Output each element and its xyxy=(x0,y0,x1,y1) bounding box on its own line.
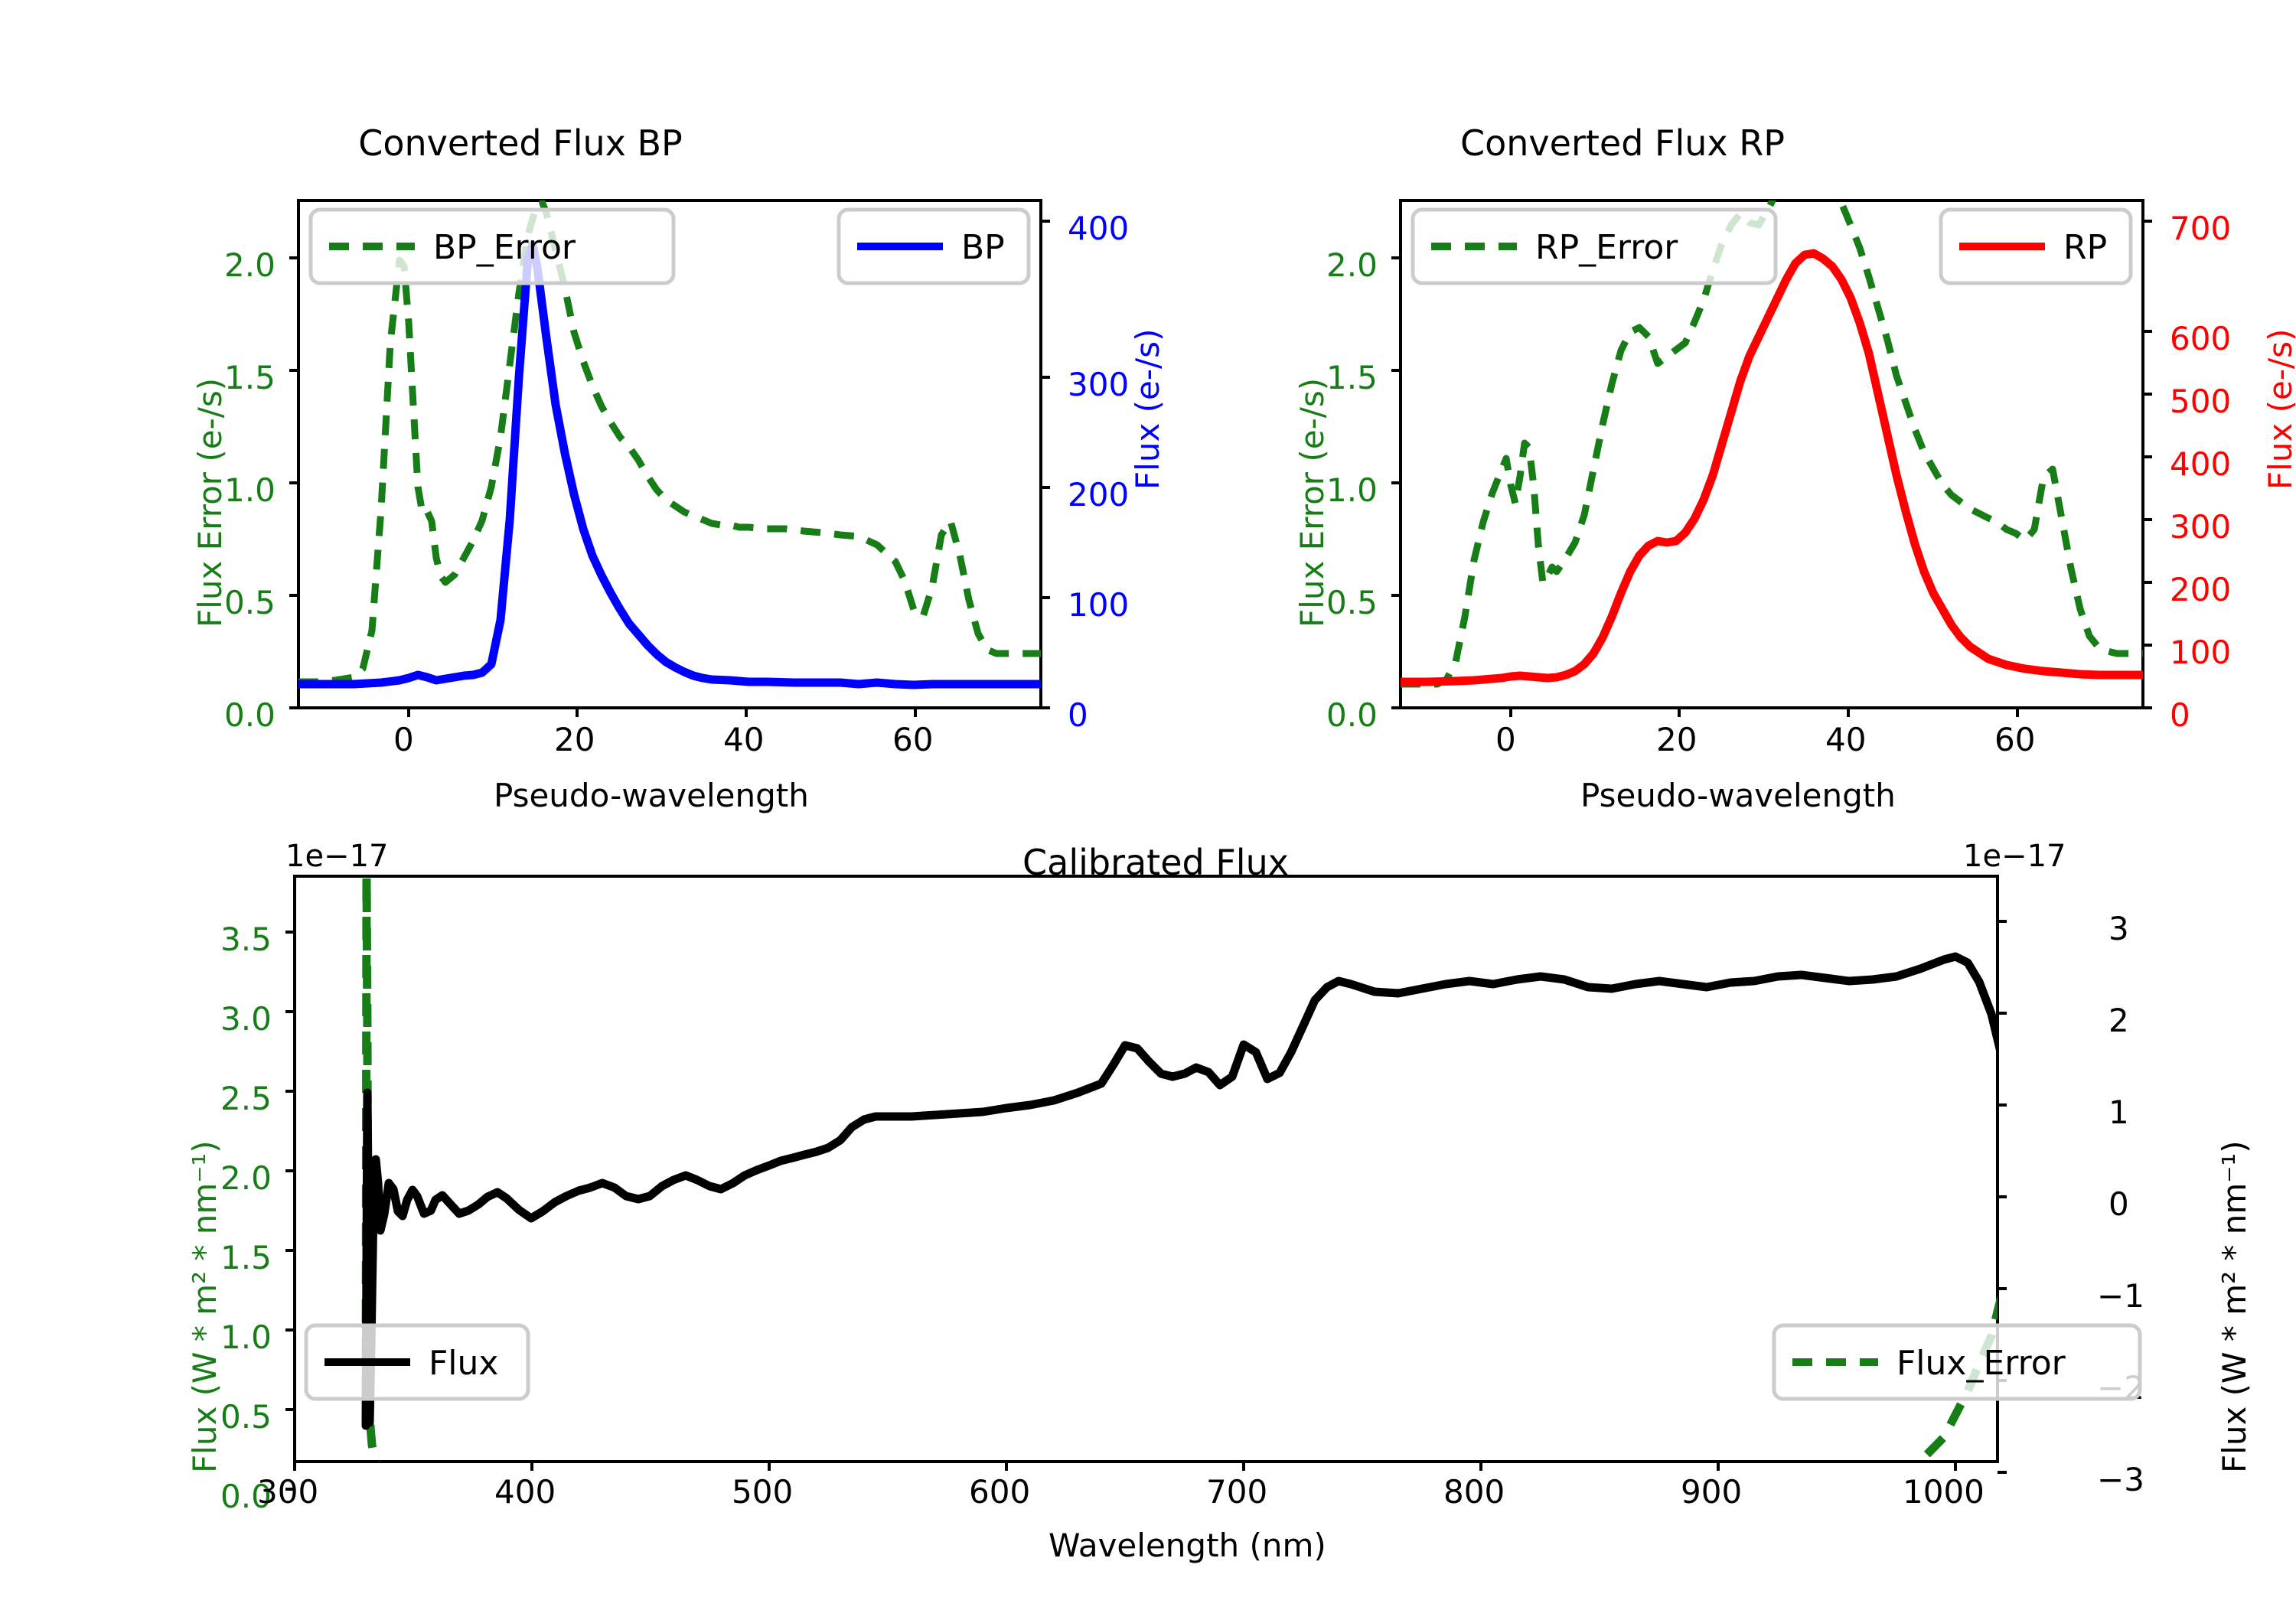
calibrated-flux-curve xyxy=(361,952,1998,1430)
bp-xtick-3: 60 xyxy=(892,721,934,758)
calibrated-ytick-right-3: 0 xyxy=(2108,1185,2129,1223)
bp-ytick-left-2: 1.0 xyxy=(224,471,276,509)
rp-flux-legend[interactable]: RP xyxy=(1939,207,2133,285)
rp-ytick-right-0: 0 xyxy=(2170,696,2190,734)
bp-ytick-left-0: 0.0 xyxy=(224,696,276,734)
panel-converted-flux-rp: Converted Flux RP Flux Error (e-/s) Flux… xyxy=(1148,0,2296,826)
rp-right-tick-marks xyxy=(2143,220,2152,709)
bp-flux-legend[interactable]: BP xyxy=(837,207,1031,285)
rp-xtick-0: 0 xyxy=(1495,721,1516,758)
calibrated-right-exponent: 1e−17 xyxy=(1963,839,2066,874)
bp-error-curve xyxy=(298,200,1041,686)
calibrated-xtick-1: 400 xyxy=(494,1473,556,1511)
bp-error-legend[interactable]: BP_Error xyxy=(308,207,676,285)
rp-xtick-1: 20 xyxy=(1656,721,1698,758)
calibrated-ytick-left-7: 3.5 xyxy=(220,921,272,958)
rp-ytick-left-2: 1.0 xyxy=(1326,471,1378,509)
calibrated-flux-legend[interactable]: Flux xyxy=(304,1323,530,1401)
bp-left-tick-marks xyxy=(289,256,298,709)
bp-ytick-right-1: 100 xyxy=(1068,586,1130,624)
calibrated-left-tick-marks xyxy=(285,931,295,1491)
rp-ytick-right-3: 300 xyxy=(2170,508,2232,546)
calibrated-ytick-left-2: 1.0 xyxy=(220,1319,272,1356)
calibrated-flux-error-legend[interactable]: Flux_Error xyxy=(1772,1323,2142,1401)
rp-left-tick-marks xyxy=(1391,256,1401,709)
bp-error-legend-box xyxy=(308,207,676,285)
rp-flux-legend-label: RP xyxy=(2063,228,2107,267)
calibrated-xtick-4: 700 xyxy=(1206,1473,1268,1511)
rp-ytick-right-2: 200 xyxy=(2170,571,2232,608)
bp-xtick-0: 0 xyxy=(393,721,414,758)
bp-ytick-right-3: 300 xyxy=(1068,366,1130,403)
bp-panel-title: Converted Flux BP xyxy=(358,122,683,164)
rp-panel-title: Converted Flux RP xyxy=(1460,122,1785,164)
bp-x-tick-marks xyxy=(407,708,917,717)
bp-ytick-right-4: 400 xyxy=(1068,210,1130,247)
bp-ytick-right-2: 200 xyxy=(1068,476,1130,513)
calibrated-ytick-right-5: 2 xyxy=(2108,1002,2129,1039)
calibrated-axes-frame xyxy=(293,875,1999,1463)
calibrated-left-exponent: 1e−17 xyxy=(285,839,389,874)
bp-x-axis-label: Pseudo-wavelength xyxy=(494,777,809,814)
rp-ytick-left-4: 2.0 xyxy=(1326,246,1378,284)
rp-xtick-3: 60 xyxy=(1994,721,2036,758)
calibrated-ytick-left-5: 2.5 xyxy=(220,1080,272,1117)
rp-flux-curve xyxy=(1401,249,2143,686)
calibrated-ytick-left-1: 0.5 xyxy=(220,1398,272,1436)
calibrated-ytick-left-3: 1.5 xyxy=(220,1239,272,1276)
bp-xtick-2: 40 xyxy=(723,721,765,758)
bp-ytick-left-3: 1.5 xyxy=(224,359,276,396)
rp-x-axis-label: Pseudo-wavelength xyxy=(1580,777,1896,814)
bp-right-tick-marks xyxy=(1041,220,1050,709)
calibrated-x-tick-marks xyxy=(293,1462,1957,1471)
bp-error-legend-label: BP_Error xyxy=(433,228,576,267)
calibrated-xtick-6: 900 xyxy=(1681,1473,1743,1511)
rp-ytick-right-7: 700 xyxy=(2170,210,2232,247)
rp-ytick-right-4: 400 xyxy=(2170,445,2232,483)
panel-converted-flux-bp: Converted Flux BP Flux Error (e-/s) Flux… xyxy=(0,0,1166,826)
rp-ytick-right-5: 500 xyxy=(2170,383,2232,420)
bp-flux-legend-label: BP xyxy=(961,228,1005,267)
calibrated-ytick-left-6: 3.0 xyxy=(220,1000,272,1038)
bp-ytick-right-0: 0 xyxy=(1068,696,1088,734)
calibrated-xtick-0: 300 xyxy=(257,1473,319,1511)
calibrated-xtick-2: 500 xyxy=(732,1473,794,1511)
calibrated-flux-error-legend-box xyxy=(1772,1323,2142,1401)
rp-ytick-left-1: 0.5 xyxy=(1326,584,1378,621)
calibrated-ytick-left-0: 0.0 xyxy=(220,1478,272,1515)
rp-ytick-left-3: 1.5 xyxy=(1326,359,1378,396)
calibrated-ytick-left-4: 2.0 xyxy=(220,1159,272,1197)
calibrated-xtick-3: 600 xyxy=(969,1473,1031,1511)
rp-xtick-2: 40 xyxy=(1825,721,1867,758)
panel-calibrated-flux: Calibrated Flux 1e−17 1e−17 Flux (W * m²… xyxy=(0,826,2296,1607)
rp-plot-svg: RP_Error RP xyxy=(1391,199,2152,717)
calibrated-xtick-5: 800 xyxy=(1443,1473,1505,1511)
calibrated-ytick-right-6: 3 xyxy=(2108,910,2129,947)
calibrated-ytick-right-0: −3 xyxy=(2097,1461,2144,1498)
calibrated-xtick-7: 1000 xyxy=(1903,1473,1985,1511)
rp-error-legend-label: RP_Error xyxy=(1535,228,1678,267)
rp-error-legend[interactable]: RP_Error xyxy=(1411,207,1778,285)
rp-ytick-right-1: 100 xyxy=(2170,634,2232,671)
calibrated-flux-error-legend-label: Flux_Error xyxy=(1896,1344,2066,1383)
rp-x-tick-marks xyxy=(1509,708,2019,717)
calibrated-flux-legend-box xyxy=(304,1323,530,1401)
rp-error-legend-box xyxy=(1411,207,1778,285)
bp-xtick-1: 20 xyxy=(554,721,595,758)
bp-flux-curve xyxy=(298,240,1041,689)
bp-plot-svg: BP_Error BP xyxy=(289,199,1050,717)
calibrated-ytick-right-2: −1 xyxy=(2097,1277,2144,1315)
bp-axes-frame xyxy=(297,199,1042,709)
calibrated-plot-svg: Flux Flux_Error xyxy=(285,875,2142,1491)
bp-ytick-left-4: 2.0 xyxy=(224,246,276,284)
rp-ytick-right-6: 600 xyxy=(2170,320,2232,357)
bp-ytick-left-1: 0.5 xyxy=(224,584,276,621)
calibrated-x-axis-label: Wavelength (nm) xyxy=(1049,1527,1326,1564)
calibrated-flux-legend-label: Flux xyxy=(429,1344,498,1383)
calibrated-ytick-right-4: 1 xyxy=(2108,1094,2129,1131)
rp-ytick-left-0: 0.0 xyxy=(1326,696,1378,734)
